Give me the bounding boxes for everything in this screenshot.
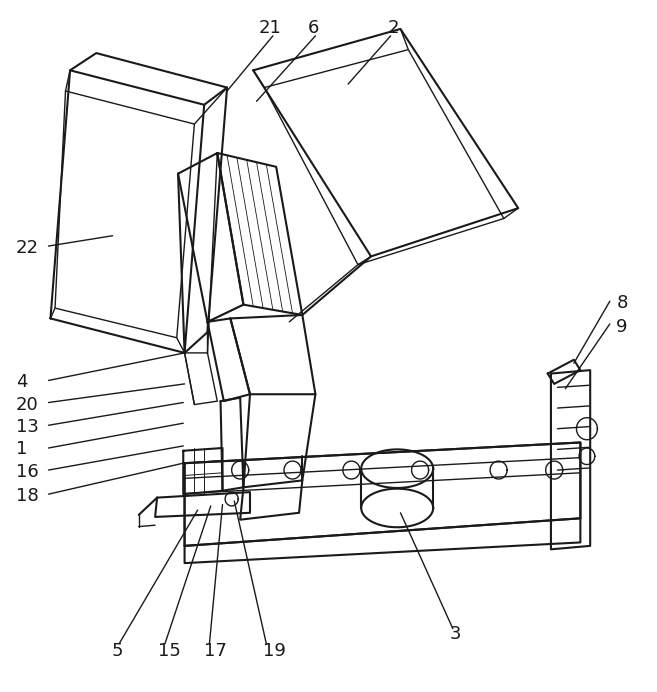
Text: 18: 18 <box>16 487 39 505</box>
Text: 2: 2 <box>388 19 399 37</box>
Text: 15: 15 <box>158 641 181 659</box>
Text: 16: 16 <box>16 463 39 481</box>
Text: 5: 5 <box>111 641 123 659</box>
Text: 1: 1 <box>16 440 27 458</box>
Text: 9: 9 <box>616 318 628 336</box>
Text: 19: 19 <box>263 641 286 659</box>
Text: 20: 20 <box>16 396 39 414</box>
Text: 21: 21 <box>258 19 281 37</box>
Text: 8: 8 <box>616 294 627 312</box>
Text: 17: 17 <box>204 641 227 659</box>
Text: 6: 6 <box>307 19 319 37</box>
Text: 3: 3 <box>449 625 461 643</box>
Text: 13: 13 <box>16 419 39 437</box>
Text: 22: 22 <box>16 239 39 257</box>
Text: 4: 4 <box>16 373 28 391</box>
